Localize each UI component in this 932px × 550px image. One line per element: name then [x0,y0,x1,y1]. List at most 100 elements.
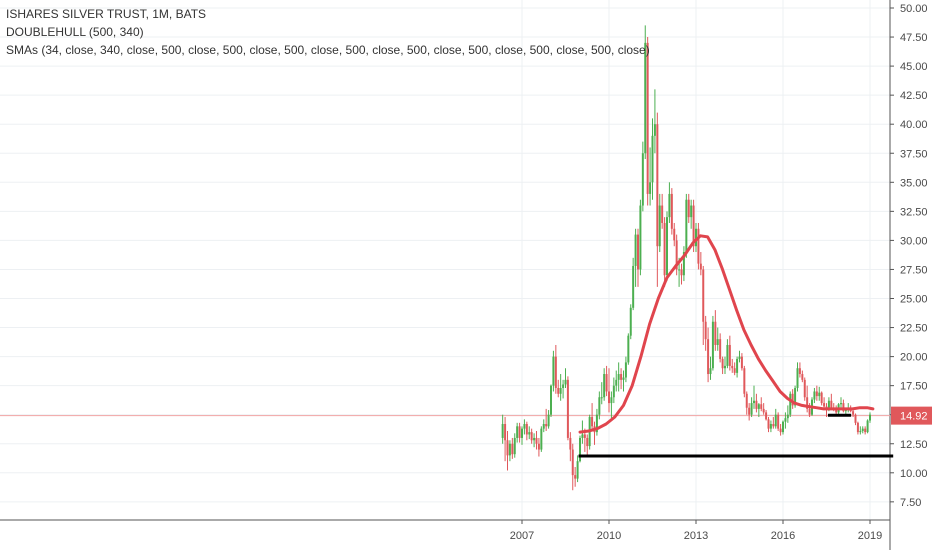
candle-down [530,432,533,441]
candle-down [856,422,859,433]
candle-up [774,414,777,427]
y-tick-label: 30.00 [900,235,928,247]
candle-down [537,443,540,450]
candle-up [678,269,681,271]
candle-down [820,392,823,404]
candle-down [545,423,548,427]
candle-down [760,404,763,409]
candle-down [511,443,514,455]
candle-down [852,411,855,415]
candle-down [779,428,782,433]
candle-down [673,228,676,241]
candle-down [574,475,577,479]
candle-up [769,423,772,429]
candle-up [690,205,693,218]
x-tick-label: 2013 [684,530,708,542]
candle-up [651,135,654,183]
candle-up [501,423,504,438]
candle-down [687,199,690,218]
candle-up [615,379,618,386]
candle-up [709,368,712,375]
candle-down [777,414,780,429]
candle-up [668,193,671,218]
candle-down [864,428,867,433]
x-tick-label: 2019 [858,530,882,542]
y-tick-label: 10.00 [900,468,928,480]
candle-up [632,265,635,308]
candle-up [595,414,598,433]
y-tick-label: 25.00 [900,294,928,306]
candle-up [521,428,523,438]
legend-indicator-doublehull[interactable]: DOUBLEHULL (500, 340) [6,25,144,39]
candle-up [533,437,536,441]
candle-down [823,403,826,407]
candle-up [784,418,787,422]
candle-up [757,404,760,409]
candle-up [622,377,625,380]
candle-down [798,368,801,375]
candle-down [719,339,722,359]
candle-up [827,400,830,409]
candle-down [699,263,702,270]
candle-up [658,205,661,247]
candle-up [738,356,741,359]
candle-down [733,368,736,373]
y-tick-label: 17.50 [900,381,928,393]
candle-down [707,339,710,375]
y-tick-label: 47.50 [900,32,928,44]
candle-up [649,182,652,194]
candle-up [610,397,613,404]
candle-up [579,437,581,462]
y-tick-label: 50.00 [900,3,928,15]
last-price-label: 14.92 [900,411,928,423]
candle-up [750,403,753,415]
y-tick-label: 40.00 [900,119,928,131]
candle-up [564,379,567,385]
candle-up [547,414,550,427]
y-tick-label: 27.50 [900,264,928,276]
candle-up [782,421,784,433]
candle-up [603,374,606,398]
chart-legend: ISHARES SILVER TRUST, 1M, BATS DOUBLEHUL… [6,5,650,59]
candle-up [711,321,714,369]
candle-down [728,344,731,366]
candle-down [702,269,705,322]
y-tick-label: 45.00 [900,61,928,73]
candle-down [518,426,521,438]
candle-down [586,437,589,447]
candle-down [646,42,649,194]
candle-up [796,368,799,388]
last-price-tag [891,406,932,425]
candle-up [726,344,729,366]
sma-line [578,234,875,434]
candle-up [794,387,797,406]
candle-down [608,391,610,404]
candle-up [724,365,726,369]
candle-up [786,414,789,419]
x-tick-label: 2007 [510,530,534,542]
candle-down [637,234,639,270]
candle-up [685,199,688,253]
candle-down [731,365,734,369]
candle-up [641,153,644,206]
candle-up [716,339,719,345]
candle-up [550,385,552,415]
y-tick-label: 35.00 [900,177,928,189]
candle-down [569,437,572,450]
candle-down [557,387,560,394]
candle-down [591,417,594,427]
candle-down [714,321,717,345]
y-tick-label: 20.00 [900,352,928,364]
candle-up [695,228,697,247]
candle-up [644,42,647,154]
candle-up [508,443,511,456]
x-tick-label: 2010 [597,530,621,542]
y-tick-label: 32.50 [900,206,928,218]
candle-down [721,358,724,369]
y-tick-label: 37.50 [900,148,928,160]
candle-down [808,408,811,415]
legend-indicator-smas[interactable]: SMAs (34, close, 340, close, 500, close,… [6,43,650,57]
candle-up [869,414,871,421]
legend-symbol[interactable]: ISHARES SILVER TRUST, 1M, BATS [6,7,207,21]
